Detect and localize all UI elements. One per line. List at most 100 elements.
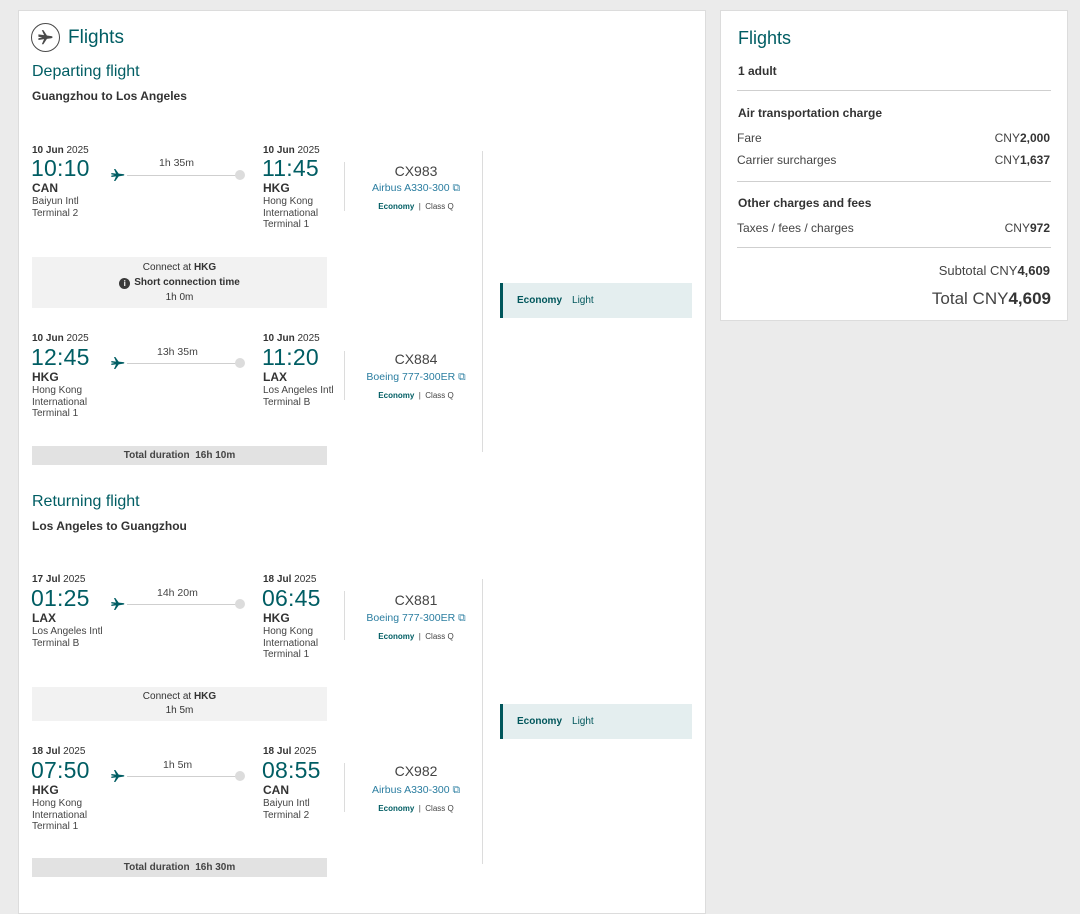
external-link-icon: ⧉ [455,612,466,624]
departing-route: Guangzhou to Los Angeles [32,89,187,103]
external-link-icon: ⧉ [449,182,461,194]
returning-route: Los Angeles to Guangzhou [32,519,187,533]
dep-airport-code: LAX [32,611,56,625]
arr-date: 18 Jul 2025 [263,746,317,757]
arr-airport-code: LAX [263,370,287,384]
aircraft-link[interactable]: Boeing 777-300ER ⧉ [366,371,466,383]
route-line [127,776,239,777]
arr-date: 10 Jun 2025 [263,333,320,344]
dep-time: 07:50 [31,757,90,783]
route-line [127,604,239,605]
fare-family-tag: Economy Light [500,283,692,318]
destination-dot [235,170,245,180]
arr-airport-code: CAN [263,783,289,797]
flight-number: CX983 [394,163,438,179]
passenger-count: 1 adult [738,64,777,78]
airplane-icon [111,169,125,181]
flight-number: CX884 [394,351,438,367]
total-duration-bar: Total duration 16h 30m [32,858,327,877]
arr-airport-code: HKG [263,181,290,195]
divider [344,162,345,211]
arr-date: 18 Jul 2025 [263,574,317,585]
divider [482,151,483,452]
segment-duration: 1h 35m [159,157,195,169]
arr-airport-name: Baiyun Intl Terminal 2 [263,798,310,821]
destination-dot [235,358,245,368]
departing-heading: Departing flight [32,63,140,80]
divider [344,591,345,640]
segment-duration: 1h 5m [163,759,193,771]
taxes-link[interactable]: Taxes / fees / charges [737,221,854,235]
subtotal: Subtotal CNY4,609 [938,263,1050,278]
carrier-surcharges-link[interactable]: Carrier surcharges [737,153,837,167]
dep-time: 12:45 [31,344,90,370]
fare-label: Fare [737,131,762,145]
aircraft-link[interactable]: Boeing 777-300ER ⧉ [366,612,466,624]
dep-date: 17 Jul 2025 [32,574,86,585]
dep-airport-name: Los Angeles Intl Terminal B [32,626,103,649]
dep-airport-name: Hong Kong International Terminal 1 [32,798,88,832]
taxes-amount: CNY972 [1004,221,1050,235]
page-title: Flights [68,27,124,48]
dep-airport-code: CAN [32,181,58,195]
divider [344,351,345,400]
segment-duration: 13h 35m [157,346,198,358]
price-summary-card: Flights 1 adult Air transportation charg… [720,10,1068,321]
dep-date: 18 Jul 2025 [32,746,86,757]
airplane-icon [111,598,125,610]
divider [737,247,1051,248]
segment-duration: 14h 20m [157,587,198,599]
airplane-circle-icon [31,23,60,52]
fare-amount: CNY2,000 [994,131,1050,145]
surcharge-amount: CNY1,637 [994,153,1050,167]
arr-time: 06:45 [262,585,321,611]
arr-airport-name: Hong Kong International Terminal 1 [263,626,319,660]
divider [344,763,345,812]
cabin-class: Economy | Class Q [378,391,454,400]
total-price: Total CNY4,609 [931,289,1051,308]
external-link-icon: ⧉ [455,371,466,383]
destination-dot [235,599,245,609]
aircraft-link[interactable]: Airbus A330-300 ⧉ [371,182,461,194]
other-charges-heading: Other charges and fees [738,196,872,210]
info-icon: i [119,278,131,289]
flight-itinerary-card: Flights Departing flight Guangzhou to Lo… [18,10,706,914]
arr-time: 11:45 [262,155,319,181]
arr-date: 10 Jun 2025 [263,145,320,156]
aircraft-link[interactable]: Airbus A330-300 ⧉ [371,784,461,796]
connection-info: Connect at HKG 1h 5m [32,687,327,721]
dep-airport-code: HKG [32,783,59,797]
route-line [127,363,239,364]
divider [737,181,1051,182]
arr-time: 08:55 [262,757,321,783]
airplane-icon [111,770,125,782]
dep-time: 01:25 [31,585,90,611]
arr-airport-code: HKG [263,611,290,625]
summary-title: Flights [738,28,792,48]
route-line [127,175,239,176]
returning-heading: Returning flight [32,493,140,510]
connection-info: Connect at HKG i Short connection time 1h… [32,257,327,308]
dep-airport-name: Hong Kong International Terminal 1 [32,385,88,419]
cabin-class: Economy | Class Q [378,804,454,813]
arr-airport-name: Hong Kong International Terminal 1 [263,196,319,230]
dep-airport-name: Baiyun Intl Terminal 2 [32,196,79,219]
cabin-class: Economy | Class Q [378,632,454,641]
fare-family-tag: Economy Light [500,704,692,739]
dep-time: 10:10 [31,155,90,181]
flight-number: CX982 [394,763,438,779]
divider [737,90,1051,91]
total-duration-bar: Total duration 16h 10m [32,446,327,465]
air-charge-heading: Air transportation charge [738,106,883,120]
dep-date: 10 Jun 2025 [32,145,89,156]
dep-airport-code: HKG [32,370,59,384]
airplane-icon [111,357,125,369]
external-link-icon: ⧉ [449,784,461,796]
destination-dot [235,771,245,781]
cabin-class: Economy | Class Q [378,202,454,211]
arr-time: 11:20 [262,344,319,370]
dep-date: 10 Jun 2025 [32,333,89,344]
arr-airport-name: Los Angeles Intl Terminal B [263,385,334,408]
flight-number: CX881 [394,592,438,608]
divider [482,579,483,864]
